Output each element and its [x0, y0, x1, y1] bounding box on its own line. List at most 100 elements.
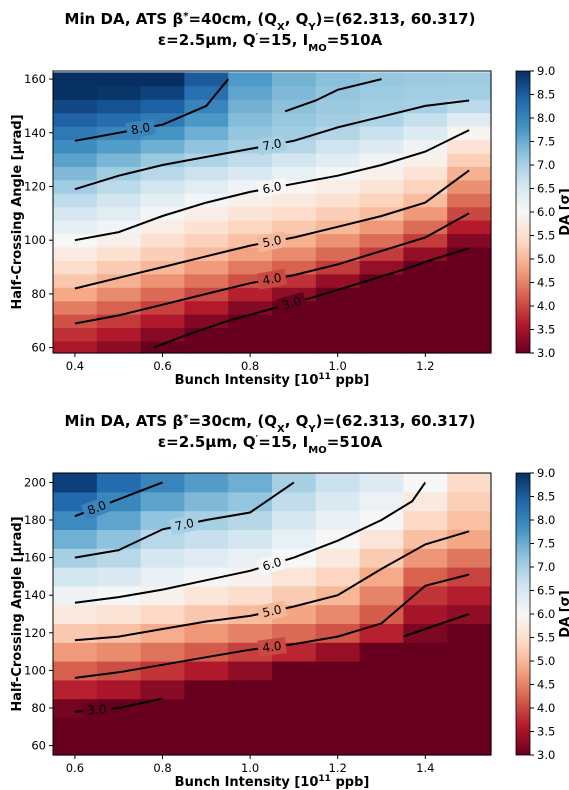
contour-label-background — [276, 291, 308, 315]
heatmap-cell — [140, 548, 185, 568]
heatmap-cell — [272, 152, 317, 167]
heatmap-cell — [403, 529, 448, 549]
heatmap-cell — [272, 166, 317, 181]
heatmap-cell — [96, 287, 142, 302]
heatmap-cell — [140, 300, 185, 315]
chart-1-colorbar — [515, 70, 531, 354]
heatmap-cell — [447, 679, 492, 700]
heatmap-cell — [359, 99, 404, 114]
chart-2-x-axis-label: Bunch Intensity [1011 ppb] — [175, 774, 370, 790]
heatmap-cell — [228, 585, 273, 606]
heatmap-cell — [359, 548, 404, 568]
heatmap-cell — [359, 152, 404, 167]
colorbar-tick-label: 4.0 — [537, 701, 555, 715]
heatmap-cell — [140, 273, 185, 288]
heatmap-cell — [315, 661, 361, 681]
heatmap-cell — [447, 473, 492, 493]
heatmap-cell — [359, 166, 404, 181]
x-tick-label: 0.6 — [66, 761, 84, 775]
heatmap-cell — [184, 193, 229, 208]
heatmap-cell — [184, 314, 229, 329]
x-tick-label: 0.6 — [153, 359, 171, 373]
heatmap-cell — [228, 206, 273, 221]
heatmap-cell — [315, 273, 361, 288]
heatmap-cell — [403, 260, 448, 275]
heatmap-cell — [184, 340, 229, 354]
heatmap-cell — [447, 698, 492, 718]
heatmap-cell — [403, 585, 448, 606]
heatmap-cell — [272, 112, 317, 127]
heatmap-cell — [140, 206, 185, 221]
heatmap-cell — [140, 604, 185, 624]
contour-label-background — [80, 495, 113, 521]
heatmap-cell — [315, 260, 361, 275]
heatmap-cell — [228, 287, 273, 302]
heatmap-cell — [315, 642, 361, 662]
heatmap-cell — [53, 72, 98, 87]
heatmap-cell — [272, 340, 317, 354]
heatmap-cell — [228, 340, 273, 354]
heatmap-cell — [96, 567, 142, 587]
heatmap-cell — [140, 99, 185, 114]
heatmap-cell — [96, 85, 142, 100]
heatmap-cell — [315, 246, 361, 261]
heatmap-cell — [140, 287, 185, 302]
heatmap-cell — [403, 85, 448, 100]
heatmap-cell — [272, 473, 317, 493]
contour-label: 7.0 — [261, 136, 282, 153]
heatmap-cell — [315, 72, 361, 87]
heatmap-cell — [228, 510, 273, 530]
heatmap-cell — [359, 623, 404, 643]
heatmap-cell — [140, 166, 185, 181]
heatmap-cell — [53, 340, 98, 354]
heatmap-cell — [403, 220, 448, 235]
heatmap-cell — [315, 340, 361, 354]
y-tick-label: 100 — [24, 663, 46, 677]
heatmap-cell — [140, 85, 185, 100]
heatmap-cell — [403, 139, 448, 154]
heatmap-cell — [96, 679, 142, 700]
contour-label: 7.0 — [174, 516, 196, 534]
heatmap-cell — [359, 72, 404, 87]
contour-label: 6.0 — [261, 555, 283, 574]
chart-2-title-line-2: ε=2.5μm, Q′=15, IMO=510A — [158, 433, 383, 456]
chart-1-title-line-1: Min DA, ATS β*=40cm, (QX, QY)=(62.313, 6… — [65, 10, 476, 33]
heatmap-cell — [447, 126, 492, 141]
heatmap-cell — [315, 548, 361, 568]
contour-label-background — [256, 134, 288, 156]
heatmap-cell — [140, 698, 185, 718]
colorbar-tick-label: 4.0 — [537, 299, 555, 313]
heatmap-cell — [228, 473, 273, 493]
heatmap-cell — [140, 473, 185, 493]
heatmap-cell — [315, 510, 361, 530]
heatmap-cell — [228, 736, 273, 756]
heatmap-cell — [96, 604, 142, 624]
heatmap-cell — [359, 287, 404, 302]
heatmap-cell — [140, 340, 185, 354]
contour-label: 4.0 — [261, 271, 282, 288]
heatmap-cell — [184, 679, 229, 700]
heatmap-cell — [359, 193, 404, 208]
heatmap-cell — [447, 85, 492, 100]
contour-label-background — [256, 552, 288, 576]
heatmap-cell — [96, 193, 142, 208]
heatmap-cell — [359, 126, 404, 141]
heatmap-cell — [53, 85, 98, 100]
heatmap-cell — [96, 152, 142, 167]
heatmap-cell — [184, 85, 229, 100]
heatmap-cell — [140, 623, 185, 643]
heatmap-cell — [315, 698, 361, 718]
heatmap-cell — [359, 604, 404, 624]
heatmap-cell — [315, 473, 361, 493]
heatmap-cell — [140, 736, 185, 756]
contour-label: 8.0 — [85, 498, 108, 518]
colorbar-tick-label: 6.0 — [537, 607, 555, 621]
heatmap-cell — [315, 300, 361, 315]
heatmap-cell — [96, 327, 142, 342]
heatmap-cell — [359, 327, 404, 342]
heatmap-cell — [403, 661, 448, 681]
y-tick-label: 160 — [24, 551, 46, 565]
heatmap-cell — [184, 717, 229, 737]
colorbar-tick-label: 4.5 — [537, 276, 555, 290]
